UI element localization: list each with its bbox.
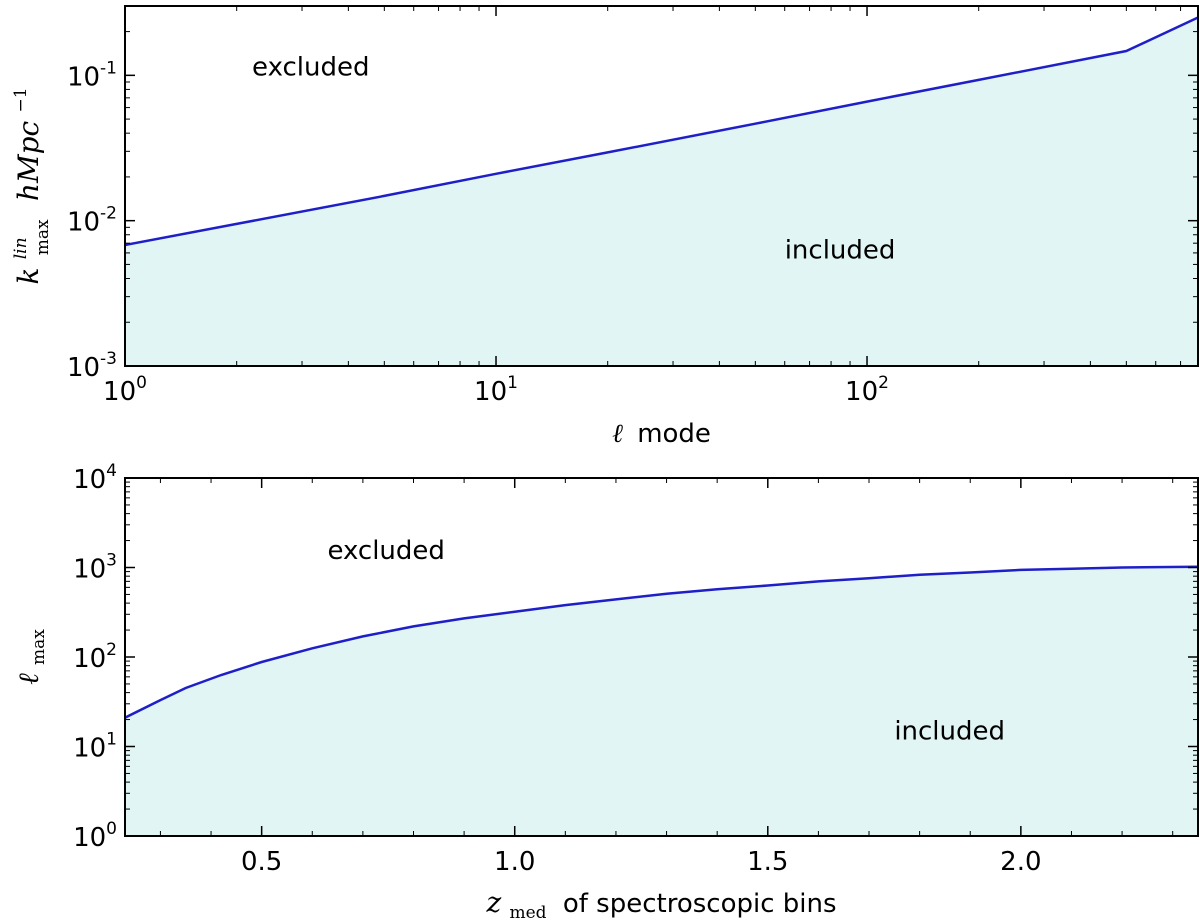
bottom-y-tick-base: 10 bbox=[73, 734, 106, 764]
top-x-tick-exp: 2 bbox=[878, 373, 889, 393]
top-y-tick-exp: -2 bbox=[100, 204, 117, 224]
bottom-excluded-label: excluded bbox=[327, 536, 444, 566]
top-kmax-line bbox=[124, 16, 1199, 247]
bottom-y-tick-exp: 4 bbox=[106, 461, 117, 481]
top-x-tick-base: 10 bbox=[474, 377, 507, 407]
bottom-y-tick-label: 102 bbox=[73, 640, 117, 674]
top-x-tick-label: 101 bbox=[474, 373, 518, 407]
bottom-x-tick-label: 0.5 bbox=[241, 847, 282, 877]
bottom-x-tick-label: 1.0 bbox=[494, 847, 535, 877]
top-excluded-label: excluded bbox=[252, 52, 369, 82]
bottom-y-tick-label: 100 bbox=[73, 819, 117, 853]
bottom-y-tick-exp: 0 bbox=[106, 819, 117, 839]
top-y-ticks: 10-310-210-1 bbox=[67, 31, 1198, 383]
top-y-axis-sub: max bbox=[33, 219, 53, 255]
bottom-x-axis-sub: med bbox=[510, 903, 547, 920]
bottom-y-tick-base: 10 bbox=[73, 823, 106, 853]
top-y-axis-label: k lin max hMpc −1 bbox=[3, 87, 55, 284]
top-axes-frame bbox=[124, 5, 1199, 367]
top-panel: 100 101 102 10-310-210-1 excluded included… bbox=[3, 5, 1199, 449]
bottom-y-axis-label: ℓ max bbox=[12, 629, 49, 685]
top-x-tick-label: 102 bbox=[845, 373, 889, 407]
top-y-tick-label: 10-2 bbox=[67, 204, 117, 238]
top-y-tick-label: 10-1 bbox=[67, 58, 117, 92]
bottom-y-tick-exp: 1 bbox=[106, 730, 117, 750]
bottom-y-axis-symbol: ℓ bbox=[12, 673, 45, 685]
bottom-x-ticks: 0.5 1.0 1.5 2.0 bbox=[159, 478, 1174, 877]
bottom-x-tick-label: 2.0 bbox=[1000, 847, 1041, 877]
top-y-axis-unit-exp: −1 bbox=[11, 87, 31, 112]
top-x-tick-base: 10 bbox=[845, 377, 878, 407]
bottom-y-tick-label: 103 bbox=[73, 551, 117, 585]
top-x-axis-text: mode bbox=[637, 419, 711, 449]
bottom-y-tick-exp: 3 bbox=[106, 551, 117, 571]
bottom-y-tick-label: 104 bbox=[73, 461, 117, 495]
top-y-axis-symbol: k bbox=[12, 268, 45, 285]
bottom-included-label: included bbox=[894, 716, 1005, 746]
top-x-tick-exp: 1 bbox=[507, 373, 518, 393]
bottom-y-tick-base: 10 bbox=[73, 644, 106, 674]
bottom-y-tick-label: 101 bbox=[73, 730, 117, 764]
bottom-y-tick-exp: 2 bbox=[106, 640, 117, 660]
top-y-tick-base: 10 bbox=[67, 208, 100, 238]
bottom-y-tick-base: 10 bbox=[73, 555, 106, 585]
bottom-lmax-line bbox=[124, 565, 1199, 719]
bottom-x-axis-text: of spectroscopic bins bbox=[563, 889, 837, 919]
top-y-axis-sup: lin bbox=[11, 237, 31, 259]
top-y-axis-unit: hMpc bbox=[12, 120, 45, 201]
top-y-tick-exp: -3 bbox=[100, 349, 117, 369]
bottom-x-axis-symbol: z bbox=[485, 886, 501, 919]
top-x-tick-base: 10 bbox=[103, 377, 136, 407]
bottom-x-tick-label: 1.5 bbox=[747, 847, 788, 877]
bottom-y-tick-base: 10 bbox=[73, 465, 106, 495]
top-included-region bbox=[125, 17, 1198, 366]
top-x-tick-label: 100 bbox=[103, 373, 147, 407]
top-included-label: included bbox=[785, 235, 896, 265]
bottom-y-axis-sub: max bbox=[29, 629, 49, 665]
top-x-axis-symbol: ℓ bbox=[612, 419, 623, 449]
top-y-tick-base: 10 bbox=[67, 353, 100, 383]
top-y-tick-exp: -1 bbox=[100, 58, 117, 78]
bottom-included-region bbox=[125, 566, 1198, 836]
top-x-ticks: 100 101 102 bbox=[103, 6, 1182, 407]
top-y-tick-base: 10 bbox=[67, 62, 100, 92]
top-x-axis-label: ℓ mode bbox=[612, 419, 711, 449]
top-x-tick-exp: 0 bbox=[136, 373, 147, 393]
top-y-tick-label: 10-3 bbox=[67, 349, 117, 383]
bottom-x-axis-label: z med of spectroscopic bins bbox=[485, 886, 836, 920]
